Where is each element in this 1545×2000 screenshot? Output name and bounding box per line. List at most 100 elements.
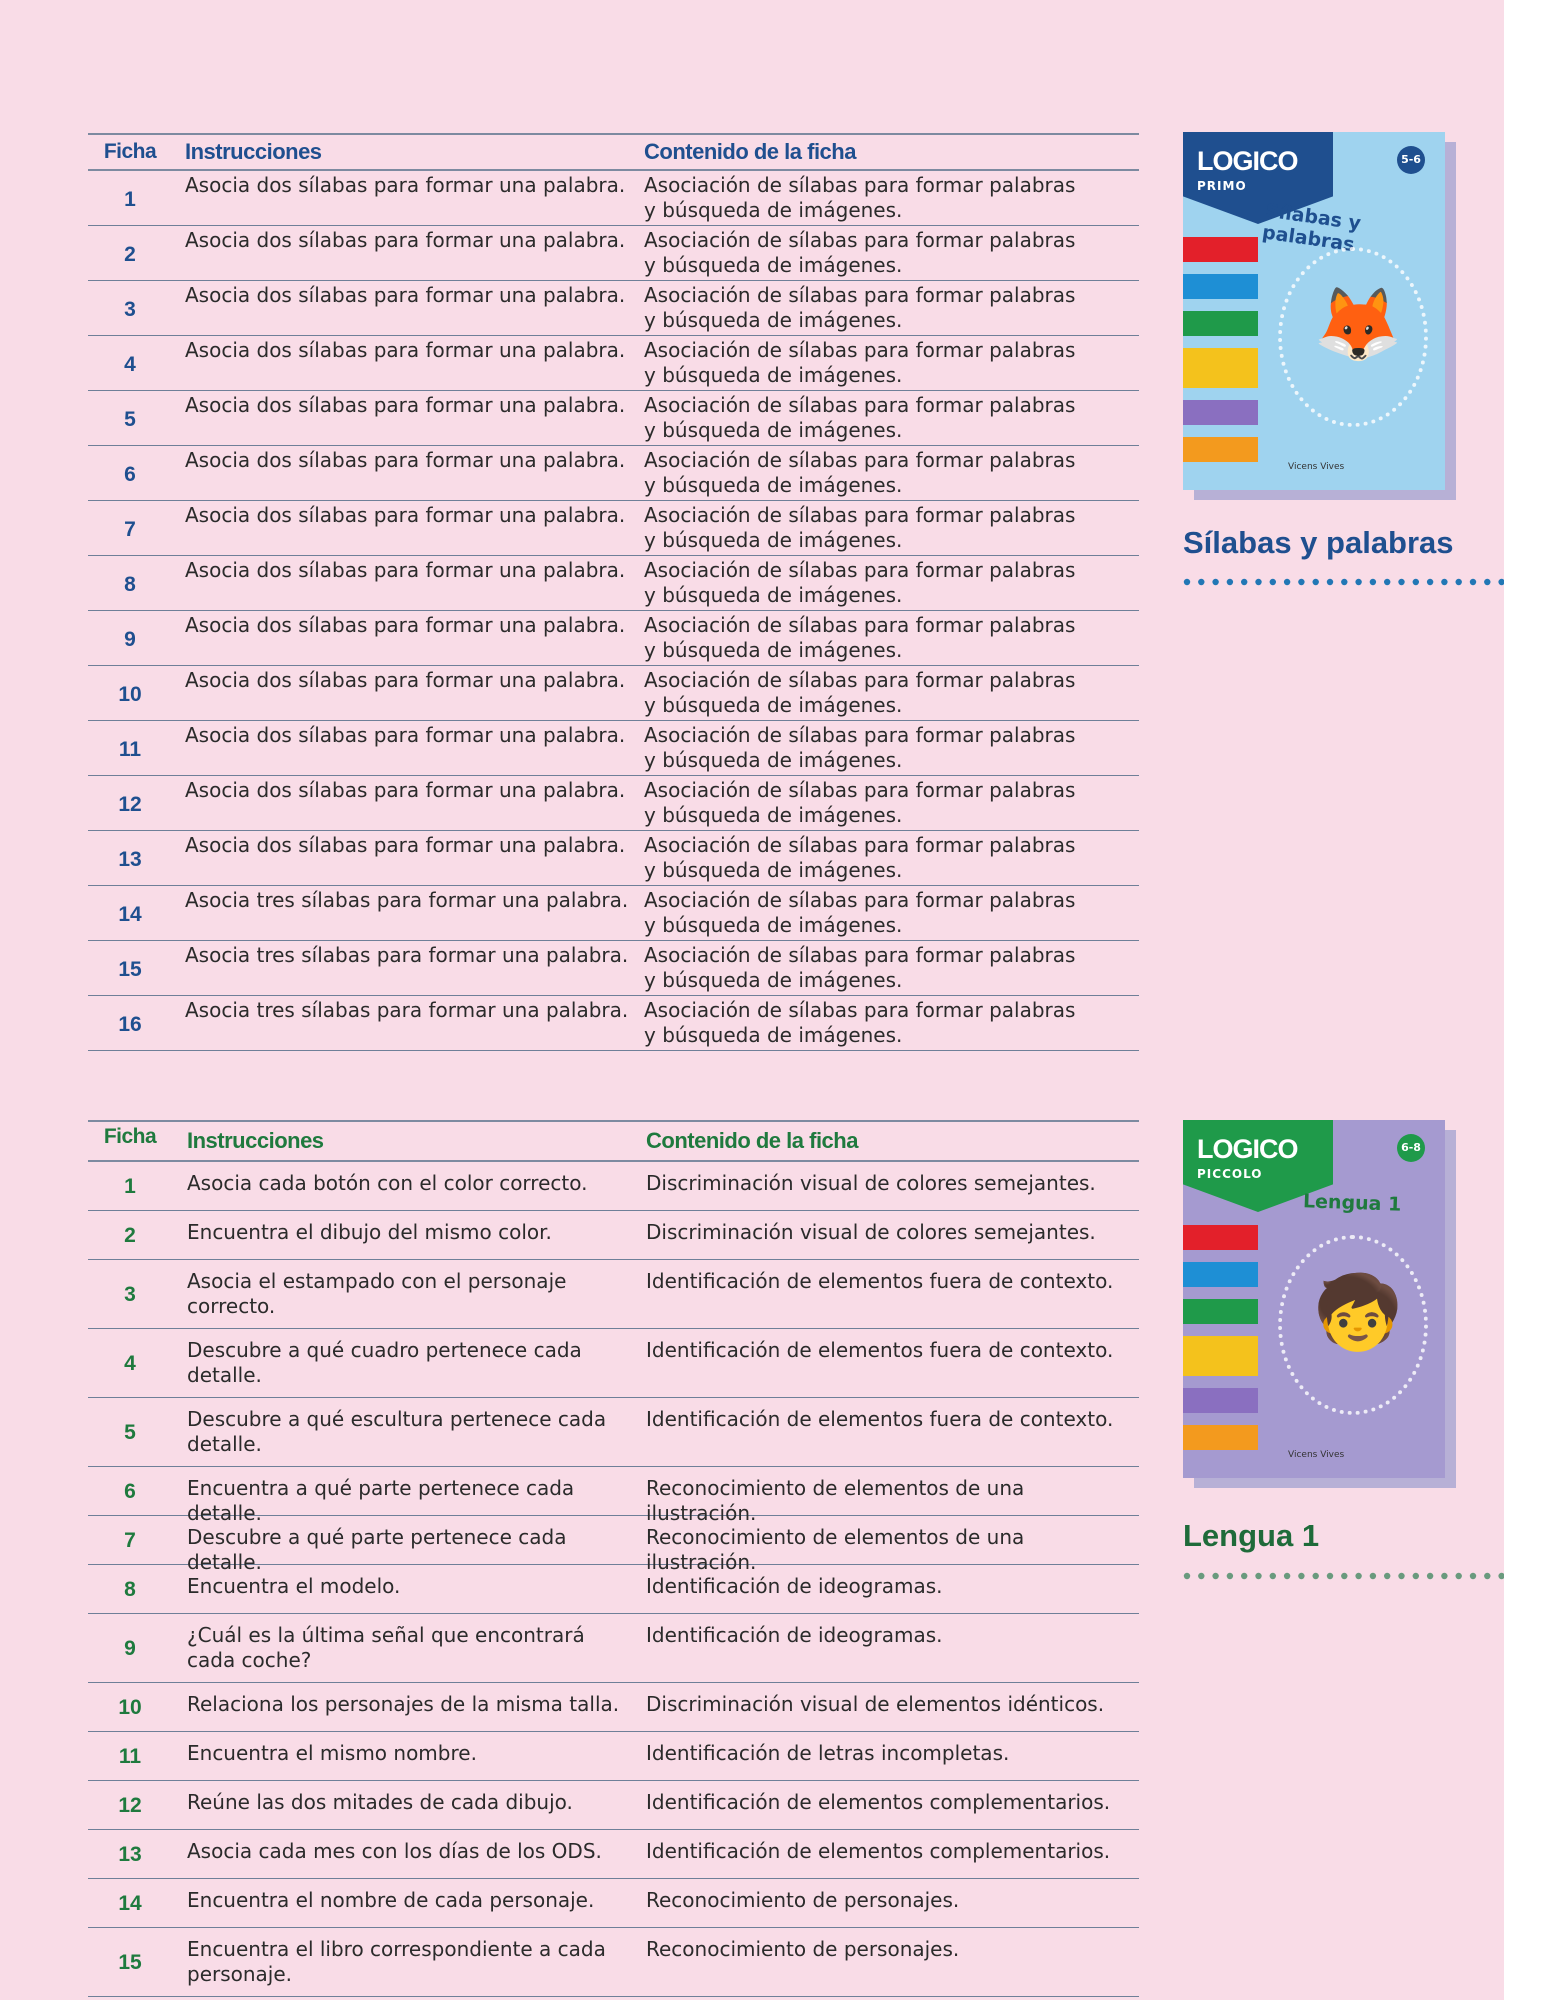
- table-row: 3 Asocia dos sílabas para formar una pal…: [88, 281, 1139, 336]
- contenido: Identificación de elementos complementar…: [646, 1790, 1111, 1814]
- table-row: 11 Encuentra el mismo nombre. Identifica…: [88, 1732, 1139, 1781]
- contenido-line-2: y búsqueda de imágenes.: [644, 528, 903, 552]
- contenido: Identificación de ideogramas.: [646, 1623, 943, 1647]
- contenido: Asociación de sílabas para formar palabr…: [644, 283, 1139, 335]
- table-row: 6 Encuentra a qué parte pertenece cada d…: [88, 1467, 1139, 1525]
- contenido-line-1: Asociación de sílabas para formar palabr…: [644, 173, 1076, 197]
- ficha-number: 2: [124, 1223, 136, 1247]
- instruccion-line-1: Encuentra el modelo.: [187, 1574, 401, 1598]
- instruccion: Asocia dos sílabas para formar una palab…: [185, 173, 626, 197]
- table-row: 8 Asocia dos sílabas para formar una pal…: [88, 556, 1139, 611]
- dotted-divider: [1183, 578, 1504, 586]
- table-header: Ficha Instrucciones Contenido de la fich…: [88, 133, 1139, 171]
- instruccion-line-1: Encuentra el nombre de cada personaje.: [187, 1888, 595, 1912]
- instruccion-line-2: detalle.: [187, 1363, 262, 1387]
- instruccion: Encuentra el dibujo del mismo color.: [172, 1220, 646, 1245]
- series: PICCOLO: [1197, 1167, 1263, 1181]
- contenido-line-2: y búsqueda de imágenes.: [644, 1023, 903, 1047]
- table-row: 10 Asocia dos sílabas para formar una pa…: [88, 666, 1139, 721]
- table-header: Ficha Instrucciones Contenido de la fich…: [88, 1120, 1139, 1162]
- book-title: Lengua 1: [1183, 1518, 1320, 1553]
- table-row: 4 Asocia dos sílabas para formar una pal…: [88, 336, 1139, 391]
- instruccion: Descubre a qué cuadro pertenece cada deta…: [172, 1338, 646, 1388]
- table-row: 9 Asocia dos sílabas para formar una pal…: [88, 611, 1139, 666]
- contenido-line-1: Asociación de sílabas para formar palabr…: [644, 833, 1076, 857]
- contenido-line-2: y búsqueda de imágenes.: [644, 748, 903, 772]
- instruccion: Encuentra a qué parte pertenece cada det…: [172, 1476, 646, 1526]
- contenido: Asociación de sílabas para formar palabr…: [644, 503, 1139, 555]
- instruccion: Asocia tres sílabas para formar una pala…: [185, 998, 629, 1022]
- instruccion: Asocia dos sílabas para formar una palab…: [185, 338, 626, 362]
- ficha-number: 7: [124, 517, 136, 541]
- table-row: 13 Asocia dos sílabas para formar una pa…: [88, 831, 1139, 886]
- ficha-number: 13: [118, 847, 142, 871]
- instruccion-line-1: Reúne las dos mitades de cada dibujo.: [187, 1790, 573, 1814]
- contenido: Asociación de sílabas para formar palabr…: [644, 888, 1139, 940]
- contenido: Discriminación visual de colores semejan…: [646, 1220, 1096, 1244]
- table-row: 15 Asocia tres sílabas para formar una p…: [88, 941, 1139, 996]
- header-ficha: Ficha: [103, 140, 157, 163]
- ficha-number: 4: [124, 1351, 136, 1375]
- contenido-line-2: y búsqueda de imágenes.: [644, 473, 903, 497]
- contenido: Identificación de elementos fuera de con…: [646, 1407, 1114, 1431]
- ficha-number: 3: [124, 1282, 136, 1306]
- instruccion-line-2: personaje.: [187, 1962, 293, 1986]
- instruccion: Asocia dos sílabas para formar una palab…: [185, 448, 626, 472]
- contenido-line-1: Asociación de sílabas para formar palabr…: [644, 888, 1076, 912]
- ficha-number: 5: [124, 1420, 136, 1444]
- table-row: 12 Reúne las dos mitades de cada dibujo.…: [88, 1781, 1139, 1830]
- table-row: 4 Descubre a qué cuadro pertenece cada de…: [88, 1329, 1139, 1398]
- instruccion: Asocia cada mes con los días de los ODS.: [172, 1839, 646, 1864]
- contenido: Reconocimiento de personajes.: [646, 1937, 960, 1961]
- contenido-line-1: Asociación de sílabas para formar palabr…: [644, 503, 1076, 527]
- instruccion: Encuentra el libro correspondiente a cad…: [172, 1937, 646, 1987]
- contenido: Asociación de sílabas para formar palabr…: [644, 943, 1139, 995]
- page: Ficha Instrucciones Contenido de la fich…: [0, 0, 1504, 2000]
- contenido-line-1: Asociación de sílabas para formar palabr…: [644, 613, 1076, 637]
- cover-title: Lengua 1: [1302, 1190, 1402, 1216]
- table-row: 3 Asocia el estampado con el personaje co…: [88, 1260, 1139, 1329]
- table-row: 10 Relaciona los personajes de la misma …: [88, 1683, 1139, 1732]
- instruccion: Asocia dos sílabas para formar una palab…: [185, 668, 626, 692]
- header-ficha: Ficha: [103, 1124, 157, 1148]
- child-illustration: 🧒: [1313, 1270, 1403, 1354]
- contenido: Reconocimiento de personajes.: [646, 1888, 960, 1912]
- instruccion-line-1: Asocia cada mes con los días de los ODS.: [187, 1839, 602, 1863]
- instruccion: Asocia cada botón con el color correcto.: [172, 1171, 646, 1196]
- instruccion: Asocia dos sílabas para formar una palab…: [185, 393, 626, 417]
- contenido: Asociación de sílabas para formar palabr…: [644, 558, 1139, 610]
- age-badge: 5-6: [1397, 146, 1425, 174]
- contenido-line-1: Asociación de sílabas para formar palabr…: [644, 998, 1076, 1022]
- dotted-ring: [1278, 247, 1428, 427]
- contenido-line-1: Asociación de sílabas para formar palabr…: [644, 338, 1076, 362]
- header-contenido: Contenido de la ficha: [646, 1128, 858, 1153]
- logo: LOGICO: [1197, 1134, 1299, 1164]
- table-row: 7 Descubre a qué parte pertenece cada de…: [88, 1516, 1139, 1574]
- ficha-number: 15: [118, 957, 142, 981]
- table-row: 13 Asocia cada mes con los días de los O…: [88, 1830, 1139, 1879]
- table-row: 14 Asocia tres sílabas para formar una p…: [88, 886, 1139, 941]
- instruccion: Asocia dos sílabas para formar una palab…: [185, 228, 626, 252]
- instruccion: Asocia dos sílabas para formar una palab…: [185, 778, 626, 802]
- contenido: Identificación de ideogramas.: [646, 1574, 943, 1598]
- instruccion: Asocia tres sílabas para formar una pala…: [185, 888, 629, 912]
- ficha-number: 9: [124, 627, 136, 651]
- instruccion: Descubre a qué parte pertenece cada deta…: [172, 1525, 646, 1575]
- ficha-number: 8: [124, 1577, 136, 1601]
- ficha-number: 10: [118, 1695, 142, 1719]
- book-title: Sílabas y palabras: [1183, 525, 1454, 560]
- contenido: Reconocimiento de elementos de una ilust…: [646, 1476, 1025, 1525]
- instruccion: Reúne las dos mitades de cada dibujo.: [172, 1790, 646, 1815]
- contenido-line-1: Asociación de sílabas para formar palabr…: [644, 723, 1076, 747]
- contenido: Discriminación visual de elementos idént…: [646, 1692, 1105, 1716]
- book-cover-lengua: LOGICO PICCOLO 6-8 Lengua 1 🧒 Vicens Viv…: [1183, 1120, 1445, 1478]
- ficha-number: 16: [118, 1012, 142, 1036]
- header-instrucciones: Instrucciones: [187, 1128, 324, 1153]
- contenido-line-2: y búsqueda de imágenes.: [644, 418, 903, 442]
- contenido-line-2: y búsqueda de imágenes.: [644, 308, 903, 332]
- instruccion-line-1: Descubre a qué parte pertenece cada deta…: [187, 1525, 567, 1574]
- instruccion: Asocia dos sílabas para formar una palab…: [185, 723, 626, 747]
- instruccion: Encuentra el nombre de cada personaje.: [172, 1888, 646, 1913]
- table-row: 5 Descubre a qué escultura pertenece cad…: [88, 1398, 1139, 1467]
- ficha-number: 12: [118, 1793, 142, 1817]
